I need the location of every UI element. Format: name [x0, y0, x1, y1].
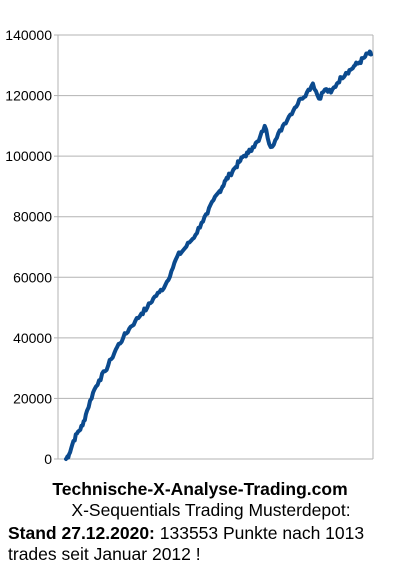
y-tick-label-7: 140000	[5, 27, 52, 43]
data-point-30	[228, 172, 232, 176]
y-tick-label-4: 80000	[13, 209, 52, 225]
data-point-55	[362, 56, 366, 60]
equity-line-chart: 0 20000 40000 60000 80000 100000 120000 140000	[5, 27, 374, 467]
data-point-13	[133, 319, 137, 323]
data-point-14	[139, 312, 143, 316]
y-tick-label-5: 100000	[5, 148, 52, 164]
y-tick-label-3: 60000	[13, 269, 52, 285]
data-point-31	[233, 166, 237, 170]
status-text: 133553 Punkte nach 1013 trades seit Janu…	[8, 523, 365, 564]
data-point-29	[224, 178, 228, 182]
data-point-2	[72, 439, 76, 443]
data-point-1	[67, 452, 71, 456]
data-point-42	[293, 106, 297, 110]
data-point-38	[269, 145, 273, 149]
status-line: Stand 27.12.2020: 133553 Punkte nach 101…	[8, 523, 400, 565]
data-point-6	[91, 390, 95, 394]
y-axis-tick-labels: 0 20000 40000 60000 80000 100000 120000 140000	[5, 27, 52, 467]
data-point-25	[206, 212, 210, 216]
data-point-11	[121, 336, 125, 340]
data-point-50	[339, 75, 343, 79]
series-layer	[64, 49, 373, 461]
y-tick-label-6: 120000	[5, 88, 52, 104]
data-point-51	[344, 71, 348, 75]
y-tick-label-2: 40000	[13, 330, 52, 346]
data-point-52	[349, 68, 353, 72]
data-point-15	[145, 306, 149, 310]
data-point-34	[246, 151, 250, 155]
data-point-4	[81, 424, 85, 428]
data-point-44	[305, 91, 309, 95]
data-point-37	[263, 124, 267, 128]
data-point-47	[323, 88, 327, 92]
data-point-28	[221, 184, 225, 188]
data-point-56	[367, 51, 371, 55]
series-line-0	[64, 49, 373, 461]
data-point-5	[85, 409, 89, 413]
data-point-3	[76, 430, 80, 434]
data-point-12	[127, 327, 131, 331]
data-point-22	[187, 240, 191, 244]
data-point-41	[287, 115, 291, 119]
site-name: Technische-X-Analyse-Trading.com	[52, 479, 348, 499]
data-point-16	[151, 296, 155, 300]
data-point-9	[109, 357, 113, 361]
data-point-45	[311, 81, 315, 85]
data-point-39	[275, 136, 279, 140]
data-point-0	[64, 457, 68, 461]
data-point-54	[358, 60, 362, 64]
y-tick-label-1: 20000	[13, 390, 52, 406]
status-label: Stand 27.12.2020:	[8, 523, 155, 543]
data-point-32	[237, 160, 241, 164]
data-point-7	[97, 378, 101, 382]
y-tick-label-0: 0	[44, 451, 52, 467]
data-point-26	[212, 198, 216, 202]
data-point-33	[242, 154, 246, 158]
data-point-20	[175, 254, 179, 258]
data-point-36	[257, 139, 261, 143]
data-point-53	[353, 63, 357, 67]
data-point-48	[329, 91, 333, 95]
data-point-23	[193, 233, 197, 237]
gridlines	[54, 34, 374, 460]
data-point-40	[281, 124, 285, 128]
data-point-10	[115, 345, 119, 349]
data-point-8	[103, 369, 107, 373]
data-point-24	[199, 221, 203, 225]
data-point-18	[163, 283, 167, 287]
data-point-57	[369, 53, 373, 57]
data-point-49	[335, 81, 339, 85]
data-point-46	[317, 97, 321, 101]
depot-subtitle: X-Sequentials Trading Musterdepot:	[71, 500, 351, 520]
data-point-43	[299, 97, 303, 101]
data-point-27	[218, 189, 222, 193]
data-point-21	[181, 248, 185, 252]
data-point-17	[157, 290, 161, 294]
data-point-35	[251, 145, 255, 149]
data-point-19	[169, 269, 173, 273]
